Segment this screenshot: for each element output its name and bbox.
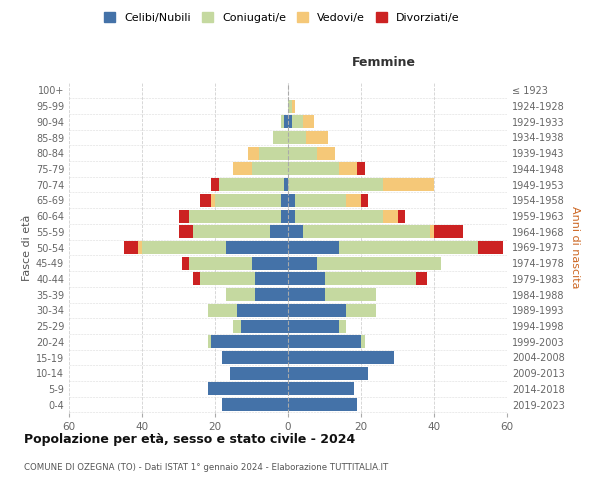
Bar xyxy=(358,162,365,175)
Legend: Celibi/Nubili, Coniugati/e, Vedovi/e, Divorziati/e: Celibi/Nubili, Coniugati/e, Vedovi/e, Di… xyxy=(100,8,464,28)
Bar xyxy=(190,257,251,270)
Bar xyxy=(288,210,295,222)
Bar xyxy=(215,194,281,207)
Bar xyxy=(292,100,295,112)
Bar xyxy=(383,210,398,222)
Bar xyxy=(288,320,339,332)
Bar xyxy=(142,241,226,254)
Bar xyxy=(179,226,193,238)
Bar xyxy=(124,241,139,254)
Bar xyxy=(200,194,211,207)
Bar xyxy=(361,194,368,207)
Bar xyxy=(339,241,478,254)
Bar xyxy=(223,398,288,411)
Bar xyxy=(430,226,434,238)
Bar xyxy=(288,272,325,285)
Bar xyxy=(288,241,339,254)
Bar xyxy=(398,210,405,222)
Bar xyxy=(226,288,255,301)
Bar xyxy=(139,241,142,254)
Bar xyxy=(179,210,190,222)
Bar xyxy=(292,116,302,128)
Bar xyxy=(284,178,288,191)
Bar xyxy=(190,210,281,222)
Bar xyxy=(211,194,215,207)
Bar xyxy=(208,336,211,348)
Bar xyxy=(302,116,314,128)
Bar xyxy=(193,226,270,238)
Bar xyxy=(218,178,284,191)
Bar xyxy=(317,257,442,270)
Y-axis label: Anni di nascita: Anni di nascita xyxy=(570,206,580,288)
Bar xyxy=(288,194,295,207)
Bar xyxy=(288,226,302,238)
Bar xyxy=(346,194,361,207)
Y-axis label: Fasce di età: Fasce di età xyxy=(22,214,32,280)
Bar xyxy=(281,116,284,128)
Bar xyxy=(288,382,354,396)
Bar xyxy=(284,116,288,128)
Text: COMUNE DI OZEGNA (TO) - Dati ISTAT 1° gennaio 2024 - Elaborazione TUTTITALIA.IT: COMUNE DI OZEGNA (TO) - Dati ISTAT 1° ge… xyxy=(24,462,388,471)
Bar xyxy=(288,116,292,128)
Bar xyxy=(288,257,317,270)
Bar xyxy=(208,382,288,396)
Bar xyxy=(434,226,463,238)
Bar xyxy=(259,147,288,160)
Bar xyxy=(302,226,430,238)
Bar xyxy=(193,272,200,285)
Bar xyxy=(325,288,376,301)
Bar xyxy=(230,367,288,380)
Bar xyxy=(416,272,427,285)
Bar xyxy=(288,336,361,348)
Bar xyxy=(208,304,237,317)
Bar xyxy=(346,304,376,317)
Bar xyxy=(237,304,288,317)
Bar xyxy=(226,241,288,254)
Text: Popolazione per età, sesso e stato civile - 2024: Popolazione per età, sesso e stato civil… xyxy=(24,432,355,446)
Bar xyxy=(233,320,241,332)
Bar xyxy=(383,178,434,191)
Bar xyxy=(255,272,288,285)
Bar xyxy=(288,304,346,317)
Bar xyxy=(288,131,306,144)
Bar xyxy=(295,194,346,207)
Bar xyxy=(233,162,251,175)
Bar xyxy=(317,147,335,160)
Bar xyxy=(223,351,288,364)
Bar xyxy=(288,178,383,191)
Bar xyxy=(211,178,218,191)
Bar xyxy=(339,162,358,175)
Bar xyxy=(288,398,358,411)
Text: Femmine: Femmine xyxy=(352,56,416,70)
Bar xyxy=(295,210,383,222)
Bar xyxy=(200,272,255,285)
Bar xyxy=(211,336,288,348)
Bar xyxy=(288,100,292,112)
Bar xyxy=(478,241,503,254)
Bar xyxy=(339,320,346,332)
Bar xyxy=(288,351,394,364)
Bar xyxy=(288,147,317,160)
Bar xyxy=(306,131,328,144)
Bar xyxy=(255,288,288,301)
Bar xyxy=(251,257,288,270)
Bar xyxy=(248,147,259,160)
Bar xyxy=(281,210,288,222)
Bar xyxy=(274,131,288,144)
Bar xyxy=(270,226,288,238)
Bar xyxy=(241,320,288,332)
Bar xyxy=(288,367,368,380)
Bar xyxy=(288,162,339,175)
Bar xyxy=(325,272,416,285)
Bar xyxy=(361,336,365,348)
Bar xyxy=(182,257,190,270)
Bar xyxy=(251,162,288,175)
Bar xyxy=(288,288,325,301)
Bar xyxy=(281,194,288,207)
